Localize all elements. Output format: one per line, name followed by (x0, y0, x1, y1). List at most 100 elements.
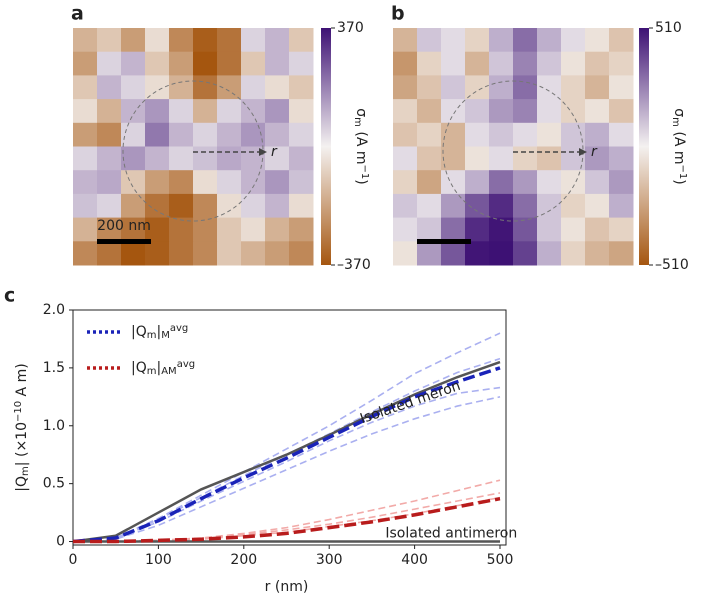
heatmap-cell (441, 75, 466, 100)
heatmap-cell (169, 75, 194, 100)
heatmap-cell (241, 28, 266, 53)
heatmap-cell (73, 146, 98, 171)
y-axis-label: |Qm| (×10−10 A m) (13, 363, 31, 491)
heatmap-cell (489, 146, 514, 171)
heatmap-cell (169, 99, 194, 124)
heatmap-cell (217, 122, 242, 147)
label-part: (A m (353, 127, 369, 165)
heatmap-cell (537, 28, 562, 53)
annotation: Isolated meron (358, 378, 463, 427)
label-part: m (147, 330, 157, 341)
heatmap-cell (97, 28, 122, 53)
heatmap-cell (585, 99, 610, 124)
heatmap-cell (193, 122, 218, 147)
heatmap-cell (121, 122, 146, 147)
heatmap-cell (193, 193, 218, 219)
heatmap-cell (441, 51, 466, 76)
heatmap-cell (417, 75, 442, 100)
heatmap-cell (465, 99, 490, 124)
y-tick-label: 0 (56, 534, 65, 550)
heatmap-cell (193, 170, 218, 195)
x-tick-label: 100 (145, 552, 172, 568)
heatmap-cell (585, 241, 610, 266)
heatmap-cell (193, 146, 218, 171)
heatmap-cell (585, 217, 610, 242)
heatmap-cell (265, 241, 290, 266)
heatmap-cell (241, 241, 266, 266)
heatmap-cell (393, 170, 418, 195)
heatmap-cell (465, 241, 490, 266)
heatmap-cell (489, 122, 514, 147)
scale-bar (97, 239, 151, 244)
heatmap-cell (145, 75, 170, 100)
heatmap-cell (537, 75, 562, 100)
panel-letter: c (4, 285, 15, 307)
label-part: | (157, 324, 162, 340)
label-part: | (×10 (14, 422, 30, 466)
heatmap-cell (241, 217, 266, 242)
heatmap-cell (145, 193, 170, 219)
heatmap-cell (537, 241, 562, 266)
colorbar-label: σm (A m−1) (353, 108, 371, 184)
heatmap-cell (145, 170, 170, 195)
label-part: −1 (678, 164, 689, 179)
heatmap-cell (121, 193, 146, 219)
y-tick-label: 2.0 (43, 302, 65, 318)
heatmap-cell (217, 193, 242, 219)
label-part: −10 (13, 401, 24, 422)
heatmap-cell (417, 122, 442, 147)
colorbar-tick-label: –370 (337, 257, 371, 273)
heatmap-cell (73, 217, 98, 242)
heatmap-cell (537, 146, 562, 171)
heatmap-cell (513, 193, 538, 219)
heatmap-cell (145, 51, 170, 76)
heatmap-cell (97, 217, 122, 242)
heatmap-cell (561, 28, 586, 53)
heatmap-cell (97, 193, 122, 219)
panel-letter: b (391, 3, 405, 25)
heatmap-cell (217, 28, 242, 53)
heatmap-cell (73, 122, 98, 147)
y-tick-label: 1.5 (43, 360, 65, 376)
heatmap-cell (169, 170, 194, 195)
label-part: M (161, 330, 170, 341)
heatmap-cell (393, 217, 418, 242)
heatmap-cell (465, 51, 490, 76)
line (72, 366, 501, 544)
heatmap-cell (417, 217, 442, 242)
annotation: Isolated antimeron (385, 525, 517, 541)
heatmap-cell (193, 241, 218, 266)
colorbar-tick-label: 370 (337, 20, 364, 36)
heatmap-cell (289, 51, 314, 76)
colorbar (321, 28, 331, 265)
heatmap-cell (265, 217, 290, 242)
colorbar-tick-label: 510 (655, 20, 682, 36)
label-part: A m) (14, 363, 30, 401)
heatmap-cell (289, 75, 314, 100)
heatmap-cell (145, 122, 170, 147)
label-part: avg (170, 323, 188, 334)
legend-label: |Qm|AMavg (131, 359, 195, 377)
line (73, 496, 501, 544)
heatmap-cell (609, 193, 634, 219)
heatmap-cell (217, 75, 242, 100)
label-part: m (147, 366, 157, 377)
heatmap-cell (561, 75, 586, 100)
heatmap-cell (441, 122, 466, 147)
heatmap-cell (217, 241, 242, 266)
heatmap-cell (121, 51, 146, 76)
line (72, 396, 501, 543)
x-tick-label: 400 (401, 552, 428, 568)
heatmap-cell (513, 146, 538, 171)
heatmap-cell (537, 217, 562, 242)
heatmap-cell (609, 170, 634, 195)
label-part: ) (671, 179, 687, 184)
heatmap-cell (609, 99, 634, 124)
heatmap-cell (489, 241, 514, 266)
heatmap-cell (441, 241, 466, 266)
heatmap-cell (121, 241, 146, 266)
heatmap-cell (289, 122, 314, 147)
heatmap-cell (393, 122, 418, 147)
heatmap-cell (265, 122, 290, 147)
heatmap-cell (145, 99, 170, 124)
